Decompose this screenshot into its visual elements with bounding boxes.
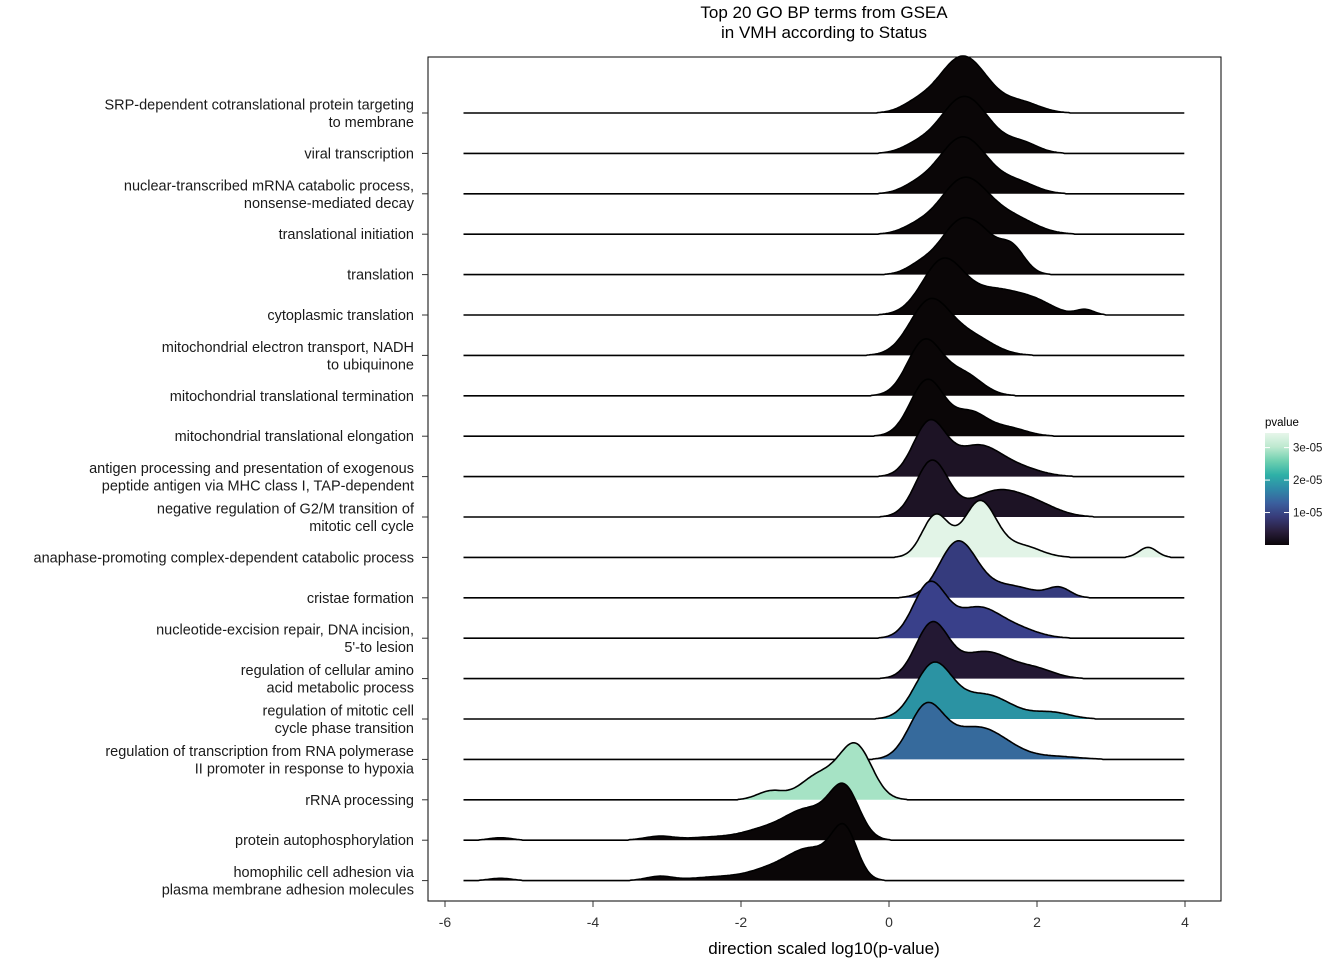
y-label-3: nuclear-transcribed mRNA catabolic proce… <box>124 178 415 212</box>
y-label-14: nucleotide-excision repair, DNA incision… <box>156 623 414 657</box>
ridge-fill-11 <box>463 460 1185 517</box>
legend-colorbar <box>1265 433 1289 545</box>
ridge-15 <box>463 620 1185 680</box>
y-label-8: mitochondrial translational termination <box>170 389 414 405</box>
ridge-line-12 <box>463 499 1185 559</box>
ridge-fill-10 <box>463 419 1185 477</box>
ridge-line-3 <box>463 136 1185 195</box>
ridge-line-13 <box>463 540 1185 599</box>
ridge-19 <box>463 782 1185 841</box>
y-label-9: mitochondrial translational elongation <box>175 429 414 445</box>
ridge-fill-2 <box>463 96 1185 154</box>
ridge-fill-4 <box>463 177 1185 235</box>
y-label-17: regulation of transcription from RNA pol… <box>105 744 415 778</box>
ridge-7 <box>463 297 1185 357</box>
y-label-7: mitochondrial electron transport, NADH to… <box>162 340 414 374</box>
ridge-12 <box>463 499 1185 559</box>
ridge-fill-15 <box>463 621 1185 679</box>
y-label-18: rRNA processing <box>305 793 414 809</box>
ridge-fill-18 <box>463 742 1185 800</box>
ridge-line-5 <box>463 216 1185 276</box>
chart-title: Top 20 GO BP terms from GSEA in VMH acco… <box>700 3 948 42</box>
ridge-1 <box>463 55 1185 114</box>
ridge-13 <box>463 540 1185 599</box>
ridge-line-15 <box>463 620 1185 680</box>
ridge-fill-6 <box>463 258 1185 315</box>
x-tick-label-3: 0 <box>885 914 893 930</box>
ridge-8 <box>463 337 1185 397</box>
y-label-16: regulation of mitotic cell cycle phase tr… <box>262 704 414 738</box>
ridge-9 <box>463 378 1185 437</box>
ridge-6 <box>463 257 1185 316</box>
ridge-line-20 <box>463 822 1185 882</box>
ridge-17 <box>463 701 1185 761</box>
y-label-6: cytoplasmic translation <box>267 308 414 324</box>
ridge-line-17 <box>463 701 1185 761</box>
ridge-fill-17 <box>463 702 1185 760</box>
x-axis: -6 -4 -2 0 2 4 <box>439 901 1189 930</box>
y-label-5: translation <box>347 268 414 284</box>
ridge-fill-5 <box>463 217 1185 275</box>
y-label-1: SRP-dependent cotranslational protein ta… <box>104 98 414 132</box>
ridge-line-14 <box>463 580 1185 639</box>
y-axis-labels: SRP-dependent cotranslational protein ta… <box>34 98 428 899</box>
ridge-line-9 <box>463 378 1185 437</box>
ridge-line-18 <box>463 742 1185 801</box>
ridge-16 <box>463 661 1185 720</box>
y-label-19: protein autophosphorylation <box>235 833 414 849</box>
ridge-fill-12 <box>463 500 1185 558</box>
ridge-line-19 <box>463 782 1185 841</box>
x-tick-label-2: -2 <box>735 914 748 930</box>
y-label-20: homophilic cell adhesion via plasma membr… <box>162 865 415 899</box>
y-label-12: anaphase-promoting complex-dependent cat… <box>34 550 414 566</box>
legend-title: pvalue <box>1265 417 1299 429</box>
legend-tick-label-0: 1e-05 <box>1293 508 1322 520</box>
ridge-11 <box>463 459 1185 518</box>
x-axis-title: direction scaled log10(p-value) <box>708 939 940 958</box>
ridge-line-6 <box>463 257 1185 316</box>
ridge-line-1 <box>463 55 1185 114</box>
x-tick-label-0: -6 <box>439 914 452 930</box>
ridge-fill-1 <box>463 56 1185 113</box>
ridge-line-4 <box>463 176 1185 235</box>
ridge-fill-16 <box>463 662 1185 719</box>
x-tick-label-5: 4 <box>1181 914 1189 930</box>
legend-tick-label-1: 2e-05 <box>1293 475 1322 487</box>
ridge-fill-3 <box>463 136 1185 194</box>
x-tick-label-1: -4 <box>587 914 600 930</box>
ridge-line-2 <box>463 95 1185 155</box>
y-label-4: translational initiation <box>279 227 414 243</box>
y-label-15: regulation of cellular amino acid metabol… <box>241 663 414 697</box>
plot-panel <box>427 56 1222 902</box>
ridge-fill-14 <box>463 581 1185 639</box>
ridges-layer <box>463 55 1185 882</box>
ridge-fill-19 <box>463 783 1185 841</box>
chart-title-line-2: in VMH according to Status <box>721 23 927 42</box>
y-label-13: cristae formation <box>307 591 414 607</box>
ridge-10 <box>463 418 1185 478</box>
ridge-line-11 <box>463 459 1185 518</box>
x-tick-label-4: 2 <box>1033 914 1041 930</box>
legend: pvalue 1e-05 2e-05 3e-05 <box>1265 417 1322 545</box>
ridge-2 <box>463 95 1185 155</box>
ridge-18 <box>463 742 1185 801</box>
ridge-line-16 <box>463 661 1185 720</box>
ridge-line-8 <box>463 337 1185 397</box>
y-label-10: antigen processing and presentation of e… <box>89 461 414 495</box>
ridge-line-7 <box>463 297 1185 357</box>
y-label-2: viral transcription <box>304 146 414 162</box>
ridge-4 <box>463 176 1185 235</box>
chart-title-line-1: Top 20 GO BP terms from GSEA <box>700 3 948 22</box>
ridge-14 <box>463 580 1185 639</box>
ridge-5 <box>463 216 1185 276</box>
ridge-line-10 <box>463 418 1185 478</box>
y-label-11: negative regulation of G2/M transition o… <box>157 502 415 536</box>
ridge-20 <box>463 822 1185 882</box>
legend-tick-label-2: 3e-05 <box>1293 443 1322 455</box>
ridge-fill-20 <box>463 823 1185 881</box>
ridge-3 <box>463 136 1185 195</box>
